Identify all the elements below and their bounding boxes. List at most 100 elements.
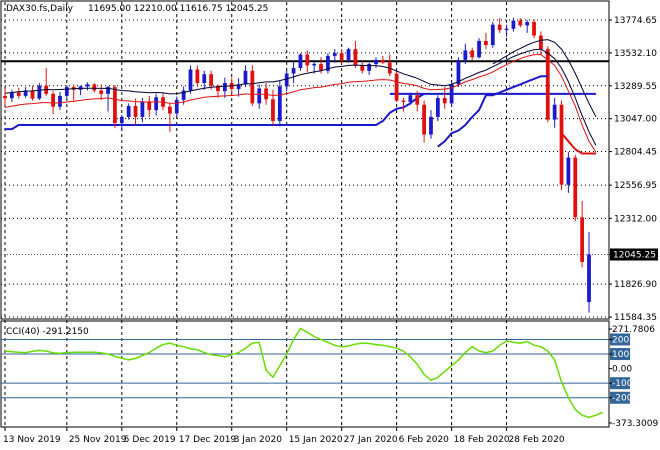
candle-body <box>99 90 104 94</box>
candle-body <box>374 59 378 65</box>
cci-level-tag <box>610 333 630 346</box>
candle-body <box>367 64 372 71</box>
candle-body <box>209 74 214 86</box>
candle-body <box>126 106 131 117</box>
candle-body <box>332 53 337 56</box>
x-tick-label: 5 Dec 2019 <box>124 435 176 445</box>
candle-body <box>37 85 42 99</box>
candle-body <box>140 101 145 117</box>
candle-body <box>326 55 330 71</box>
cci-tick-label: 271.7806 <box>612 325 655 335</box>
y-tick-label: 13532.10 <box>614 49 657 59</box>
candle-body <box>477 40 481 58</box>
candle-body <box>435 97 440 117</box>
candle-body <box>545 49 550 120</box>
symbol-label: DAX30.fs,Daily <box>6 4 74 14</box>
candle-body <box>525 21 530 26</box>
y-tick-label: 12804.45 <box>614 148 657 158</box>
candle-body <box>168 106 172 114</box>
cci-level-tag <box>610 348 630 361</box>
candle-body <box>216 85 220 92</box>
candle-body <box>284 73 289 87</box>
red-step-line <box>560 132 596 155</box>
candle-body <box>85 84 90 87</box>
x-tick-label: 25 Nov 2019 <box>69 435 127 445</box>
candle-body <box>174 99 179 114</box>
candle-body <box>353 49 358 66</box>
candle-body <box>195 69 200 84</box>
cci-level-tag <box>610 377 630 390</box>
candle-body <box>415 95 420 105</box>
candle-body <box>312 64 317 66</box>
candle-body <box>277 86 282 121</box>
ohlc-label: 11695.00 12210.00 11616.75 12045.25 <box>88 4 268 14</box>
candle-body <box>346 49 351 60</box>
candle-body <box>222 83 227 92</box>
candle-body <box>429 116 433 135</box>
candle-body <box>504 28 509 31</box>
kijun-line-segment <box>437 75 548 148</box>
candle-body <box>147 101 152 111</box>
y-tick-label: 13047.00 <box>614 115 657 125</box>
candle-body <box>518 20 523 26</box>
candle-body <box>133 106 138 117</box>
y-tick-label: 11826.90 <box>614 280 657 290</box>
cci-tick-label: -100 <box>612 379 633 389</box>
cci-panel-frame <box>0 320 610 428</box>
candle-body <box>16 92 21 96</box>
y-tick-label: 13289.55 <box>614 82 657 92</box>
candle-body <box>106 87 110 94</box>
y-tick-label: 11584.35 <box>614 313 657 323</box>
candle-body <box>291 68 296 74</box>
x-tick-label: 6 Feb 2020 <box>399 435 450 445</box>
y-tick-label: 13774.65 <box>614 16 657 26</box>
current-price-value: 12045.25 <box>613 251 656 261</box>
y-tick-label: 12556.95 <box>614 181 657 191</box>
candle-body <box>250 70 255 104</box>
current-price-tag: 12045.25 <box>610 248 658 261</box>
cci-tick-label: 200 <box>612 335 629 345</box>
candle-body <box>552 104 557 120</box>
candle-body <box>408 95 413 102</box>
candle-body <box>566 157 571 185</box>
candle-body <box>380 59 385 63</box>
cci-level-tag <box>610 391 630 404</box>
candle-body <box>422 104 426 135</box>
candle-body <box>463 50 468 60</box>
candle-body <box>587 254 591 302</box>
candle-body <box>305 54 310 66</box>
cci-tick-label: 0.00 <box>612 365 632 375</box>
candle-body <box>23 90 28 96</box>
candle-body <box>442 97 447 104</box>
candle-body <box>64 87 69 96</box>
candles <box>3 17 591 313</box>
candle-body <box>580 217 585 262</box>
candle-body <box>119 116 124 124</box>
candle-body <box>470 50 475 58</box>
moving-average-trend <box>492 39 597 118</box>
candle-body <box>497 24 502 31</box>
candle-body <box>243 70 248 85</box>
price-grid <box>1 19 609 318</box>
candle-body <box>51 93 55 107</box>
candle-body <box>154 97 159 111</box>
candle-body <box>271 99 275 121</box>
candle-body <box>449 84 454 104</box>
candle-body <box>511 20 516 29</box>
candle-body <box>484 40 488 46</box>
cci-tick-label: -200 <box>612 394 633 404</box>
x-tick-label: 18 Feb 2020 <box>454 435 510 445</box>
x-tick-label: 3 Jan 2020 <box>234 435 282 445</box>
y-tick-label: 12312.00 <box>614 214 657 224</box>
x-tick-label: 15 Jan 2020 <box>289 435 343 445</box>
vertical-grid <box>4 2 508 426</box>
price-panel-frame <box>0 0 610 320</box>
candle-body <box>202 74 207 84</box>
moving-average-slow <box>4 48 597 146</box>
x-tick-label: 17 Dec 2019 <box>179 435 237 445</box>
candle-body <box>264 88 268 100</box>
candle-body <box>532 21 536 36</box>
price-axis: 13774.65 13532.10 13289.55 13047.00 12804.45… <box>609 16 657 323</box>
x-tick-label: 28 Feb 2020 <box>509 435 565 445</box>
